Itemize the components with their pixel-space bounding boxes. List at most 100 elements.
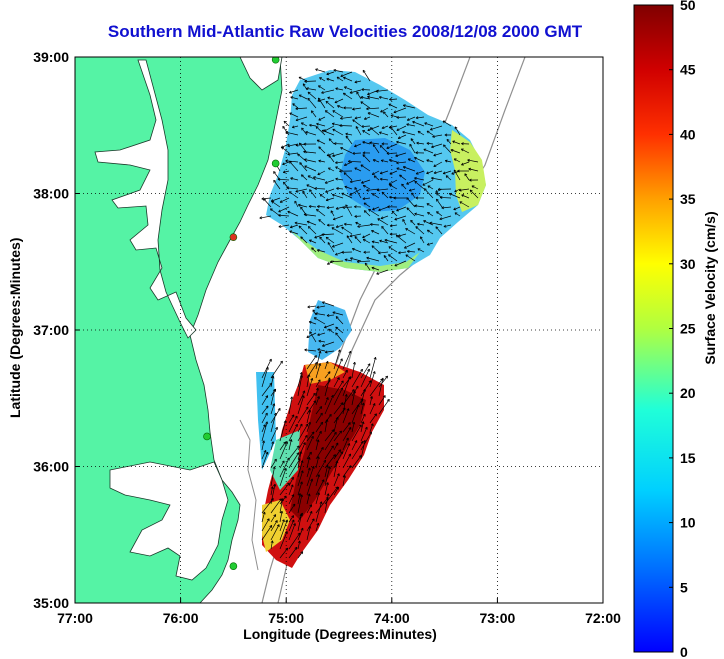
velocity-arrow [377,218,389,226]
velocity-arrow [321,89,335,94]
velocity-arrow [281,146,290,154]
velocity-arrow [360,164,371,172]
velocity-arrow-head [356,260,360,264]
velocity-arrow [363,202,371,208]
velocity-arrow-head [363,117,367,120]
velocity-arrow [261,440,265,451]
velocity-arrow-head [412,120,415,124]
velocity-arrow-head [364,426,368,430]
velocity-arrow-head [389,195,392,199]
velocity-arrow-head [269,358,272,362]
velocity-arrow-head [336,187,339,190]
velocity-arrow-head [409,143,413,147]
velocity-arrow-head [357,224,360,228]
velocity-arrow [360,402,365,415]
velocity-arrow-head [317,205,320,209]
velocity-arrow [270,403,275,415]
velocity-arrow [285,131,299,136]
velocity-arrow-head [397,136,401,140]
velocity-arrow-head [269,382,273,386]
velocity-arrow-head [317,97,321,101]
velocity-arrow [406,197,416,208]
velocity-arrow-head [314,235,318,239]
velocity-arrow-head [379,131,382,135]
velocity-arrow [304,349,317,352]
velocity-arrow-head [362,238,366,242]
velocity-arrow-head [385,375,388,379]
velocity-arrow-head [363,388,366,392]
velocity-arrow-head [265,451,269,455]
velocity-arrow [287,152,299,155]
velocity-arrow-head [471,185,475,189]
velocity-arrow-head [287,144,291,148]
velocity-arrow [335,161,344,164]
velocity-arrow-head [309,504,312,508]
velocity-arrow [332,242,344,248]
velocity-arrow-head [314,361,318,365]
velocity-arrow-head [299,451,303,454]
velocity-arrow [297,470,304,487]
velocity-arrow [426,170,434,174]
velocity-arrow [297,551,304,559]
velocity-arrow [396,161,407,164]
velocity-arrow [364,116,371,120]
velocity-arrow [417,248,425,253]
velocity-arrow-head [315,68,318,72]
velocity-arrow-head [316,439,320,443]
velocity-arrow [351,421,355,433]
velocity-arrow [369,371,376,388]
velocity-arrow-head [371,240,375,244]
velocity-arrow-head [317,333,321,337]
velocity-arrow [261,382,273,397]
velocity-arrow [325,101,335,109]
velocity-arrow-head [302,190,306,194]
velocity-arrow [333,387,343,406]
velocity-arrow [427,185,434,190]
velocity-arrow [384,239,398,244]
velocity-arrow [306,332,317,338]
velocity-arrow [335,332,344,343]
x-tick-label: 73:00 [479,610,515,626]
velocity-arrow-head [297,540,301,544]
velocity-arrow-head [307,91,311,95]
bay [94,59,197,339]
velocity-arrow-head [355,126,359,129]
velocity-arrow-head [349,90,353,94]
velocity-arrow [388,246,398,253]
velocity-arrow [307,91,317,100]
velocity-arrow-head [297,532,301,536]
velocity-arrow-head [348,350,352,354]
velocity-arrow-head [453,207,457,211]
velocity-arrow-head [328,167,331,171]
velocity-arrow-head [291,519,295,523]
velocity-arrow [294,200,299,208]
velocity-arrow [369,403,376,415]
velocity-arrow [420,236,425,244]
velocity-arrow-head [340,74,344,78]
velocity-arrow-head [312,309,316,313]
colorbar-tick-label: 40 [680,126,696,142]
velocity-arrow-head [381,377,384,381]
velocity-arrow-head [318,350,322,354]
velocity-arrow-head [360,368,363,372]
velocity-arrow [290,177,299,181]
velocity-arrow [306,493,310,505]
velocity-arrow [443,224,452,228]
velocity-arrow [270,208,281,217]
velocity-arrow [321,129,335,136]
velocity-arrow-head [343,163,347,166]
velocity-arrow [259,215,272,219]
velocity-arrow [316,139,326,145]
velocity-arrow-head [427,211,430,215]
velocity-arrow [324,429,335,442]
velocity-arrow [288,519,295,532]
velocity-arrow [306,409,311,424]
velocity-arrow-head [292,103,296,107]
velocity-arrow [454,126,461,136]
velocity-arrow [315,501,322,523]
velocity-arrow-head [396,161,399,165]
velocity-arrow [426,130,434,136]
velocity-arrow-head [343,76,346,80]
velocity-arrow-head [309,451,312,455]
velocity-arrow [289,161,299,172]
